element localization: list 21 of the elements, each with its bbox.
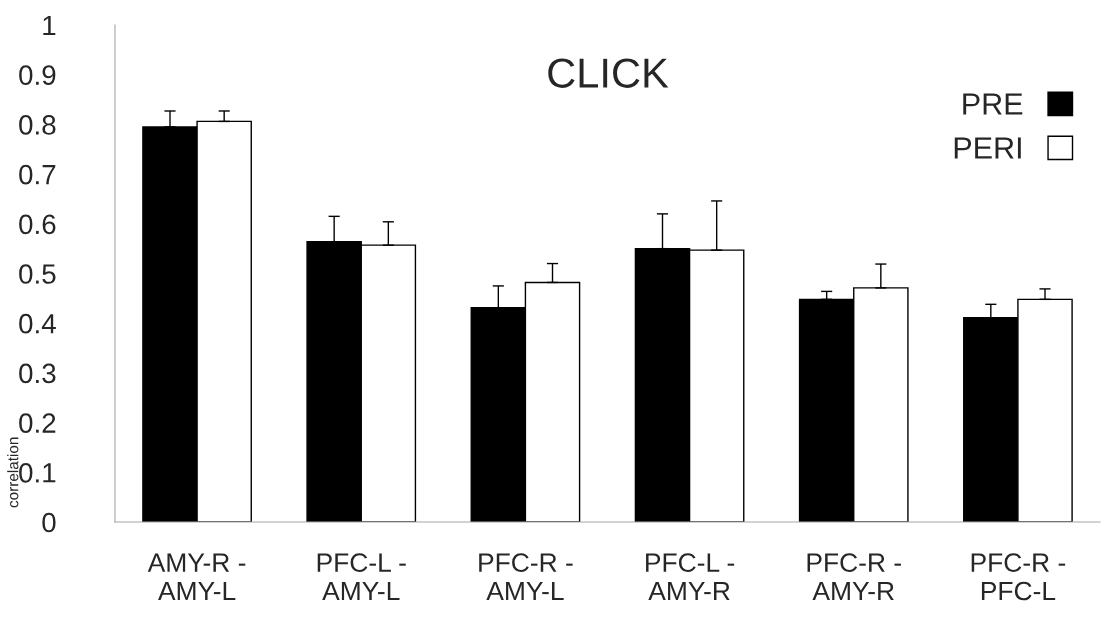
x-tick-label: PFC-R - AMY-R bbox=[807, 553, 901, 601]
legend-label: PRE bbox=[963, 93, 1023, 115]
y-tick-label: 0.3 bbox=[19, 363, 56, 384]
text: CLICK bbox=[548, 58, 669, 88]
y-tick-label: 0.1 bbox=[19, 462, 56, 483]
y-tick-label: 0.4 bbox=[19, 313, 56, 334]
x-tick-label: PFC-R - AMY-L bbox=[479, 553, 573, 601]
y-tick-label: 0.8 bbox=[19, 115, 56, 135]
y-tick-label: 0.5 bbox=[19, 264, 56, 284]
x-tick-label: PFC-L - AMY-R bbox=[646, 553, 735, 601]
y-tick-label: 0 bbox=[42, 512, 56, 533]
y-tick-label: 0.6 bbox=[19, 214, 56, 235]
y-axis-title: correlation bbox=[7, 437, 19, 508]
y-tick-label: 0.9 bbox=[19, 65, 56, 86]
y-tick-label: 0.2 bbox=[19, 413, 56, 433]
y-tick-label: 1 bbox=[43, 15, 56, 36]
legend-label: PERI bbox=[954, 137, 1021, 159]
x-tick-label: PFC-R - PFC-L bbox=[971, 553, 1066, 601]
y-tick-label: 0.7 bbox=[19, 164, 56, 185]
x-tick-label: PFC-L - AMY-L bbox=[317, 553, 406, 601]
x-tick-label: AMY-R - AMY-L bbox=[147, 553, 246, 601]
